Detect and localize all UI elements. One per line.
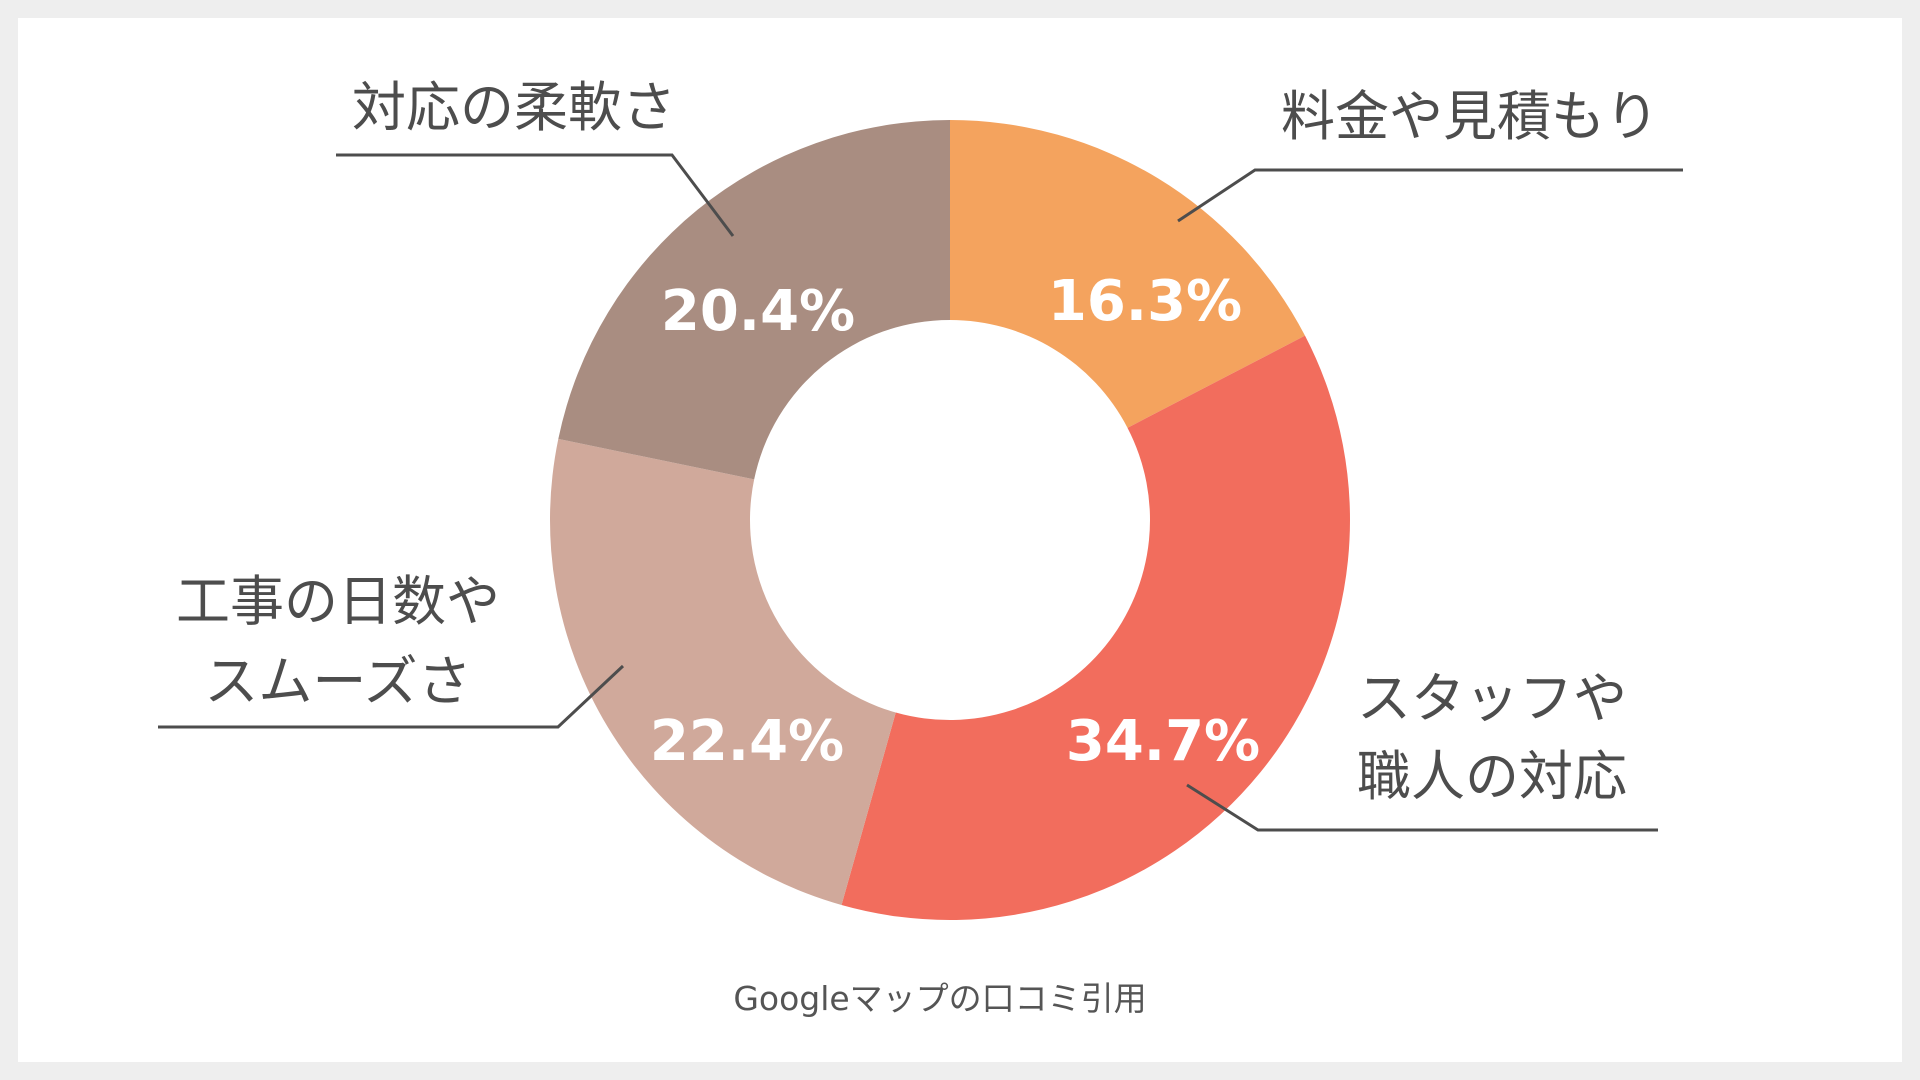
category-label-flexibility: 対応の柔軟さ — [352, 76, 676, 139]
percent-label-staff-response: 34.7% — [1066, 709, 1260, 774]
category-label-fees-estimates: 料金や見積もり — [1281, 85, 1659, 148]
slice-flexibility — [558, 119, 950, 480]
leader-line-flexibility — [336, 153, 735, 237]
slices-group — [550, 119, 1350, 920]
category-label-construction-days-line2: スムーズさ — [204, 650, 471, 713]
percent-label-fees-estimates: 16.3% — [1048, 269, 1242, 334]
category-label-staff-response-line2: 職人の対応 — [1357, 745, 1627, 808]
slice-construction-days — [550, 438, 896, 906]
slice-staff-response — [841, 335, 1350, 920]
category-label-staff-response-line1: スタッフや — [1357, 667, 1627, 730]
percent-labels: 16.3% 34.7% 22.4% 20.4% — [650, 269, 1260, 774]
leader-line-construction-days — [158, 664, 625, 729]
category-label-construction-days-line1: 工事の日数や — [176, 570, 500, 633]
leader-line-staff-response — [1186, 783, 1658, 832]
slice-fees-estimates — [950, 120, 1305, 428]
percent-label-flexibility: 20.4% — [661, 279, 855, 344]
leader-line-fees-estimates — [1177, 168, 1683, 223]
percent-label-construction-days: 22.4% — [650, 709, 844, 774]
leader-lines — [158, 153, 1683, 832]
source-note: Googleマップの口コミ引用 — [733, 979, 1146, 1018]
